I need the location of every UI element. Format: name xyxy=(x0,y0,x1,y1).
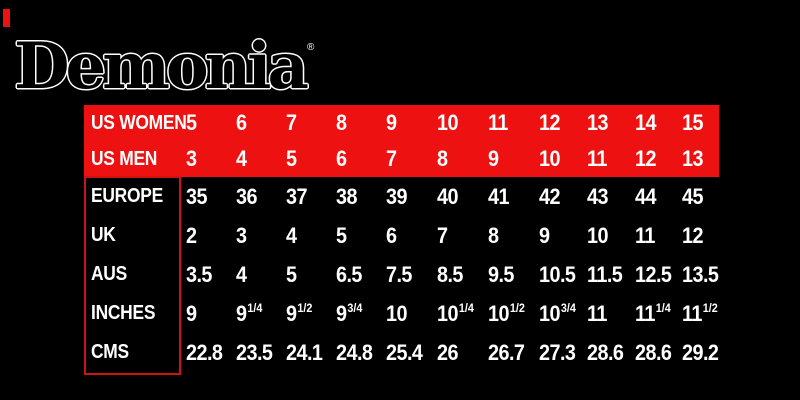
size-cell: 11 xyxy=(488,110,508,135)
size-cell: 3 xyxy=(186,146,197,171)
size-cell: 6 xyxy=(386,222,397,248)
size-cell: 91/2 xyxy=(286,300,313,326)
size-cell: 44 xyxy=(635,183,656,209)
corner-accent-mark xyxy=(3,9,10,27)
size-cell: 43 xyxy=(587,183,608,209)
size-cell: 10 xyxy=(539,146,560,171)
size-cell: 7 xyxy=(286,110,297,135)
size-cell: 11 xyxy=(635,222,655,248)
label-column-outline xyxy=(84,176,181,375)
size-chart-table: US WOMEN 5 6 7 8 9 10 11 12 13 14 15 US … xyxy=(84,105,719,375)
size-cell: 3.5 xyxy=(186,261,212,287)
size-cell: 10 xyxy=(437,110,458,135)
size-cell: 5 xyxy=(186,110,197,135)
size-cell: 36 xyxy=(236,183,257,209)
size-cell: 11.5 xyxy=(587,261,623,287)
size-cell: 26 xyxy=(437,339,458,365)
registered-trademark-icon: ® xyxy=(306,42,315,53)
size-cell: 35 xyxy=(186,183,207,209)
size-cell: 111/2 xyxy=(682,300,718,326)
size-cell: 6 xyxy=(236,110,247,135)
size-cell: 12 xyxy=(635,146,656,171)
size-cell: 4 xyxy=(236,261,247,287)
size-cell: 10 xyxy=(386,300,407,326)
size-cell: 101/4 xyxy=(437,300,474,326)
size-cell: 2 xyxy=(186,222,197,248)
size-cell: 8 xyxy=(488,222,499,248)
size-cell: 9.5 xyxy=(488,261,514,287)
brand-logo: Demonia ® xyxy=(14,2,315,104)
size-cell: 39 xyxy=(386,183,407,209)
size-cell: 25.4 xyxy=(386,339,423,365)
size-cell: 111/4 xyxy=(635,300,671,326)
row-label-us-men: US MEN xyxy=(91,147,158,170)
size-cell: 5 xyxy=(336,222,347,248)
row-label-inches: INCHES xyxy=(91,302,156,324)
size-cell: 5 xyxy=(286,261,297,287)
size-cell: 9 xyxy=(488,146,499,171)
row-label-us-women: US WOMEN xyxy=(91,111,187,134)
size-cell: 7.5 xyxy=(386,261,412,287)
size-cell: 101/2 xyxy=(488,300,525,326)
size-cell: 12 xyxy=(682,222,703,248)
size-cell: 13.5 xyxy=(682,261,719,287)
size-cell: 42 xyxy=(539,183,560,209)
size-cell: 7 xyxy=(437,222,448,248)
size-cell: 29.2 xyxy=(682,339,719,365)
size-cell: 10 xyxy=(587,222,608,248)
size-cell: 38 xyxy=(336,183,357,209)
size-cell: 10.5 xyxy=(539,261,576,287)
row-label-uk: UK xyxy=(91,224,116,246)
size-cell: 24.8 xyxy=(336,339,373,365)
size-cell: 4 xyxy=(286,222,297,248)
size-cell: 7 xyxy=(386,146,397,171)
size-cell: 9 xyxy=(386,110,397,135)
size-cell: 3 xyxy=(236,222,247,248)
size-cell: 9 xyxy=(186,300,197,326)
size-cell: 8.5 xyxy=(437,261,463,287)
size-cell: 6.5 xyxy=(336,261,362,287)
size-cell: 93/4 xyxy=(336,300,363,326)
size-cell: 37 xyxy=(286,183,307,209)
size-cell: 14 xyxy=(635,110,656,135)
size-cell: 103/4 xyxy=(539,300,576,326)
size-cell: 23.5 xyxy=(236,339,273,365)
row-label-aus: AUS xyxy=(91,263,127,285)
size-cell: 8 xyxy=(437,146,448,171)
size-cell: 9 xyxy=(539,222,550,248)
brand-logo-text: Demonia xyxy=(14,29,309,104)
size-cell: 26.7 xyxy=(488,339,525,365)
size-cell: 5 xyxy=(286,146,297,171)
size-cell: 13 xyxy=(587,110,608,135)
size-cell: 24.1 xyxy=(286,339,323,365)
row-label-cms: CMS xyxy=(91,341,129,363)
size-cell: 6 xyxy=(336,146,347,171)
size-cell: 28.6 xyxy=(635,339,672,365)
size-cell: 27.3 xyxy=(539,339,576,365)
size-cell: 45 xyxy=(682,183,703,209)
size-cell: 12 xyxy=(539,110,560,135)
size-cell: 15 xyxy=(682,110,703,135)
size-cell: 40 xyxy=(437,183,458,209)
size-cell: 22.8 xyxy=(186,339,223,365)
size-cell: 12.5 xyxy=(635,261,672,287)
size-cell: 28.6 xyxy=(587,339,624,365)
size-cell: 11 xyxy=(587,300,607,326)
size-cell: 8 xyxy=(336,110,347,135)
size-cell: 41 xyxy=(488,183,509,209)
size-chart-grid: US WOMEN 5 6 7 8 9 10 11 12 13 14 15 US … xyxy=(84,105,719,372)
size-cell: 11 xyxy=(587,146,607,171)
row-label-europe: EUROPE xyxy=(91,185,163,207)
size-cell: 91/4 xyxy=(236,300,263,326)
us-sizes-red-band xyxy=(84,105,719,177)
size-cell: 4 xyxy=(236,146,247,171)
size-cell: 13 xyxy=(682,146,703,171)
